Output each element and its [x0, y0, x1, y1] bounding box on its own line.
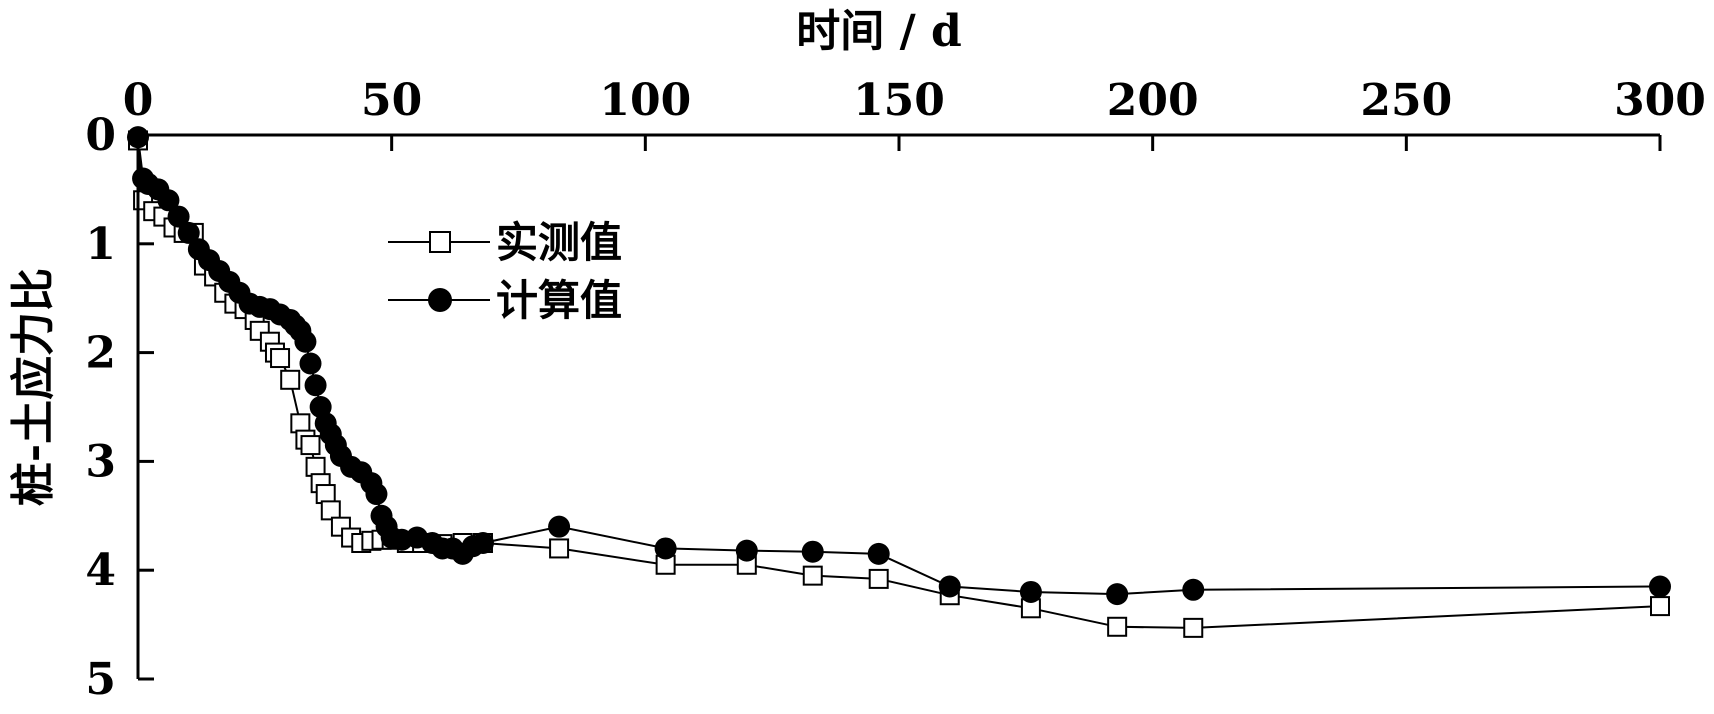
data-point-measured: [1107, 616, 1128, 637]
legend-label-measured: 实测值: [496, 218, 622, 267]
series-markers: [127, 126, 1671, 638]
data-point-calculated: [304, 374, 327, 397]
data-point-calculated: [801, 540, 824, 563]
data-point-calculated: [548, 515, 571, 538]
data-point-calculated: [299, 352, 322, 375]
legend-item-calculated: 计算值: [388, 276, 622, 325]
x-tick-label: 50: [361, 75, 422, 126]
axes: [136, 133, 1660, 679]
data-point-measured: [300, 435, 321, 456]
x-tick-label: 300: [1614, 75, 1706, 126]
data-point-calculated: [1182, 578, 1205, 601]
ticks: 0 50 100 150 200 250 300 0 1 2 3 4 5: [85, 75, 1706, 705]
x-tick-label: 150: [853, 75, 945, 126]
series-line-measured: [137, 140, 1661, 629]
x-tick-label: 0: [123, 75, 154, 126]
series-line-calculated: [137, 137, 1661, 596]
data-point-calculated: [654, 537, 677, 560]
data-point-measured: [868, 568, 889, 589]
x-axis-title: 时间 / d: [796, 6, 961, 57]
data-point-calculated: [365, 483, 388, 506]
legend-label-calculated: 计算值: [496, 276, 622, 325]
y-axis-title: 桩-土应力比: [8, 268, 59, 506]
legend-marker-filled-circle: [428, 288, 452, 312]
data-point-measured: [290, 413, 311, 434]
data-point-calculated: [1019, 580, 1042, 603]
data-point-calculated: [938, 575, 961, 598]
data-point-calculated: [167, 205, 190, 228]
data-point-measured: [1183, 617, 1204, 638]
x-tick-label: 250: [1360, 75, 1452, 126]
data-point-calculated: [1649, 575, 1671, 598]
data-point-measured: [320, 500, 341, 521]
data-point-measured: [1650, 596, 1670, 617]
data-point-measured: [280, 369, 301, 390]
data-point-calculated: [735, 539, 758, 562]
data-point-measured: [305, 456, 326, 477]
data-point-calculated: [157, 189, 180, 212]
data-point-calculated: [294, 330, 317, 353]
y-tick-label: 4: [85, 545, 116, 596]
data-point-calculated: [1106, 583, 1129, 606]
y-tick-label: 3: [85, 436, 116, 487]
data-point-measured: [270, 348, 291, 369]
data-point-measured: [802, 565, 823, 586]
data-point-measured: [549, 538, 570, 559]
data-point-calculated: [867, 542, 890, 565]
y-tick-label: 0: [85, 110, 116, 161]
legend: 实测值 计算值: [388, 218, 622, 325]
series-lines: [137, 137, 1661, 629]
y-tick-label: 1: [85, 219, 116, 270]
legend-marker-open-square: [429, 231, 451, 253]
y-tick-label: 5: [85, 654, 116, 705]
data-point-calculated: [177, 221, 200, 244]
data-point-calculated: [471, 532, 494, 554]
x-tick-label: 100: [599, 75, 691, 126]
data-point-measured: [315, 484, 336, 505]
legend-item-measured: 实测值: [388, 218, 622, 267]
y-tick-label: 2: [85, 328, 116, 379]
x-tick-label: 200: [1107, 75, 1199, 126]
